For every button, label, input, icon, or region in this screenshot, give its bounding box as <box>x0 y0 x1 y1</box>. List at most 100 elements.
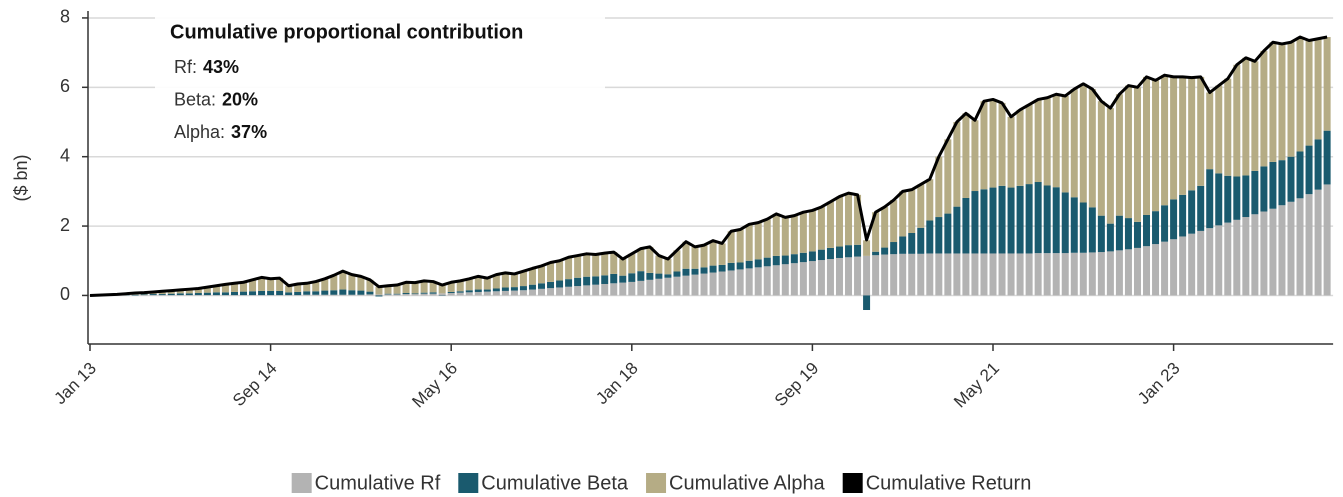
bar-segment <box>1161 241 1169 296</box>
bar-segment <box>971 253 979 296</box>
bar-segment <box>1152 80 1160 212</box>
bar-segment <box>754 267 762 296</box>
bar-segment <box>510 287 518 291</box>
bar-segment <box>1143 76 1151 215</box>
bar-segment <box>501 272 509 288</box>
bar-segment <box>718 243 726 265</box>
bar-segment <box>330 275 338 291</box>
bar-segment <box>872 212 880 252</box>
bar-segment <box>1143 246 1151 296</box>
bar-segment <box>691 268 699 275</box>
bar-segment <box>303 283 311 292</box>
bar-segment <box>610 273 618 284</box>
bar-segment <box>330 294 338 296</box>
bar-segment <box>1179 76 1187 195</box>
bar-segment <box>366 279 374 292</box>
bar-segment <box>185 293 193 296</box>
bar-segment <box>628 253 636 274</box>
bar-segment <box>501 287 509 291</box>
legend: Cumulative Rf Cumulative Beta Cumulative A… <box>291 472 1031 494</box>
bar-segment <box>1197 185 1205 231</box>
bar-segment <box>628 281 636 296</box>
bar-segment <box>303 294 311 296</box>
annotation-box <box>155 12 605 147</box>
bar-segment <box>908 189 916 233</box>
bar-segment <box>519 271 527 287</box>
bar-segment <box>1260 166 1268 212</box>
bar-segment <box>203 292 211 296</box>
bar-segment <box>547 281 555 289</box>
bar-segment <box>908 233 916 254</box>
bar-segment <box>1269 42 1277 162</box>
bar-segment <box>528 284 536 290</box>
bar-segment <box>709 265 717 273</box>
bar-segment <box>826 247 834 260</box>
bar-segment <box>727 270 735 296</box>
bar-segment <box>1124 218 1132 250</box>
bar-segment <box>1115 250 1123 296</box>
bar-segment <box>872 251 880 256</box>
bar-segment <box>267 290 275 296</box>
bar-segment <box>321 294 329 296</box>
bar-segment <box>817 206 825 250</box>
bar-segment <box>447 282 455 292</box>
bar-segment <box>565 286 573 296</box>
bar-segment <box>745 224 753 261</box>
bar-segment <box>519 286 527 291</box>
bar-segment <box>1025 253 1033 296</box>
bar-segment <box>510 273 518 288</box>
bar-segment <box>240 291 248 296</box>
bar-segment <box>583 276 591 286</box>
y-tick-label: 6 <box>60 76 70 96</box>
bar-segment <box>998 185 1006 254</box>
annotation-item: Alpha: 37% <box>174 122 267 142</box>
bar-segment <box>1043 185 1051 254</box>
bar-segment <box>691 246 699 269</box>
bar-segment <box>899 191 907 237</box>
bar-segment <box>158 294 166 296</box>
bar-segment <box>519 290 527 296</box>
bar-segment <box>763 266 771 296</box>
bar-segment <box>528 268 536 285</box>
bar-segment <box>1052 94 1060 188</box>
bar-segment <box>1224 222 1232 296</box>
bar-segment <box>1170 239 1178 296</box>
bar-segment <box>835 257 843 296</box>
annotation-value: 37% <box>231 122 267 142</box>
bar-segment <box>1034 99 1042 183</box>
bar-segment <box>1188 233 1196 296</box>
bar-segment <box>411 282 419 294</box>
bar-segment <box>483 291 491 296</box>
bar-segment <box>917 227 925 254</box>
bar-segment <box>1133 87 1141 222</box>
bar-segment <box>411 293 419 295</box>
bar-segment <box>835 196 843 247</box>
bar-segment <box>339 294 347 296</box>
bar-segment <box>492 274 500 289</box>
bar-segment <box>1016 109 1024 186</box>
bar-segment <box>718 264 726 272</box>
bar-segment <box>149 294 157 296</box>
bar-segment <box>384 285 392 294</box>
bar-segment <box>664 277 672 296</box>
bar-segment <box>1179 236 1187 296</box>
bar-segment <box>926 179 934 221</box>
bar-segment <box>1133 247 1141 296</box>
bar-segment <box>357 294 365 296</box>
bar-segment <box>538 288 545 296</box>
bar-segment <box>456 291 464 293</box>
bar-segment <box>276 290 284 296</box>
bar-segment <box>492 291 500 296</box>
bar-segment <box>1305 194 1313 296</box>
bar-segment <box>1170 76 1178 200</box>
bar-segment <box>212 285 220 293</box>
bar-segment <box>655 273 663 279</box>
bar-segment <box>1206 228 1214 296</box>
annotation-label: Alpha: <box>174 122 225 142</box>
bar-segment <box>330 290 338 295</box>
bar-segment <box>1106 223 1114 252</box>
bar-segment <box>1251 61 1259 171</box>
bar-segment <box>601 283 609 296</box>
bar-segment <box>989 253 997 296</box>
